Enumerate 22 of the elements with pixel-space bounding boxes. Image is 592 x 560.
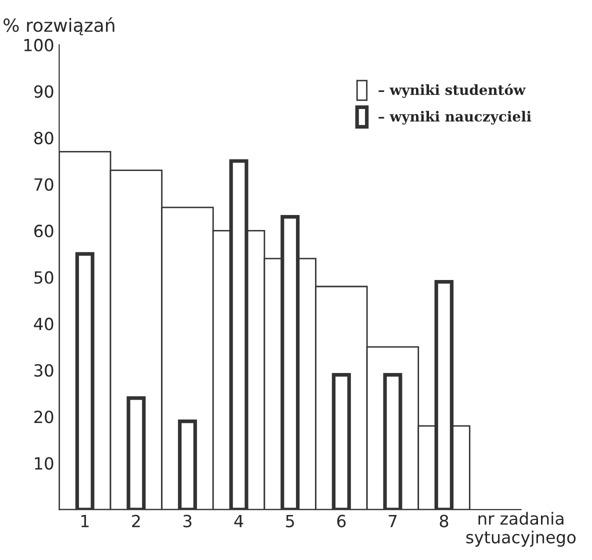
y-tick-label: 70 (34, 178, 54, 191)
x-tick-label: 3 (183, 514, 192, 528)
y-tick-label: 100 (24, 38, 54, 52)
x-tick-label: 1 (81, 514, 89, 528)
y-tick-label: 20 (34, 410, 54, 424)
y-tick-label: 60 (34, 224, 54, 238)
x-axis-title: nr zadania sytuacyjnego (466, 512, 576, 547)
y-tick-label: 90 (34, 85, 54, 98)
x-tick-label: 4 (234, 514, 244, 528)
y-axis-title: % rozwiązań (4, 17, 114, 36)
y-tick-label: 10 (34, 457, 54, 470)
y-tick-label: 30 (34, 364, 54, 377)
x-tick-label: 8 (440, 514, 448, 528)
x-tick-label: 7 (388, 514, 397, 528)
x-tick-label: 2 (132, 514, 140, 528)
legend-label: – wyniki nauczycieli (378, 110, 532, 125)
y-tick-label: 80 (34, 132, 54, 144)
x-tick-label: 6 (337, 514, 346, 528)
y-tick-label: 50 (34, 271, 54, 284)
y-tick-label: 40 (34, 318, 54, 330)
x-tick-label: 5 (286, 514, 294, 528)
legend-label: – wyniki studentów (378, 84, 526, 98)
